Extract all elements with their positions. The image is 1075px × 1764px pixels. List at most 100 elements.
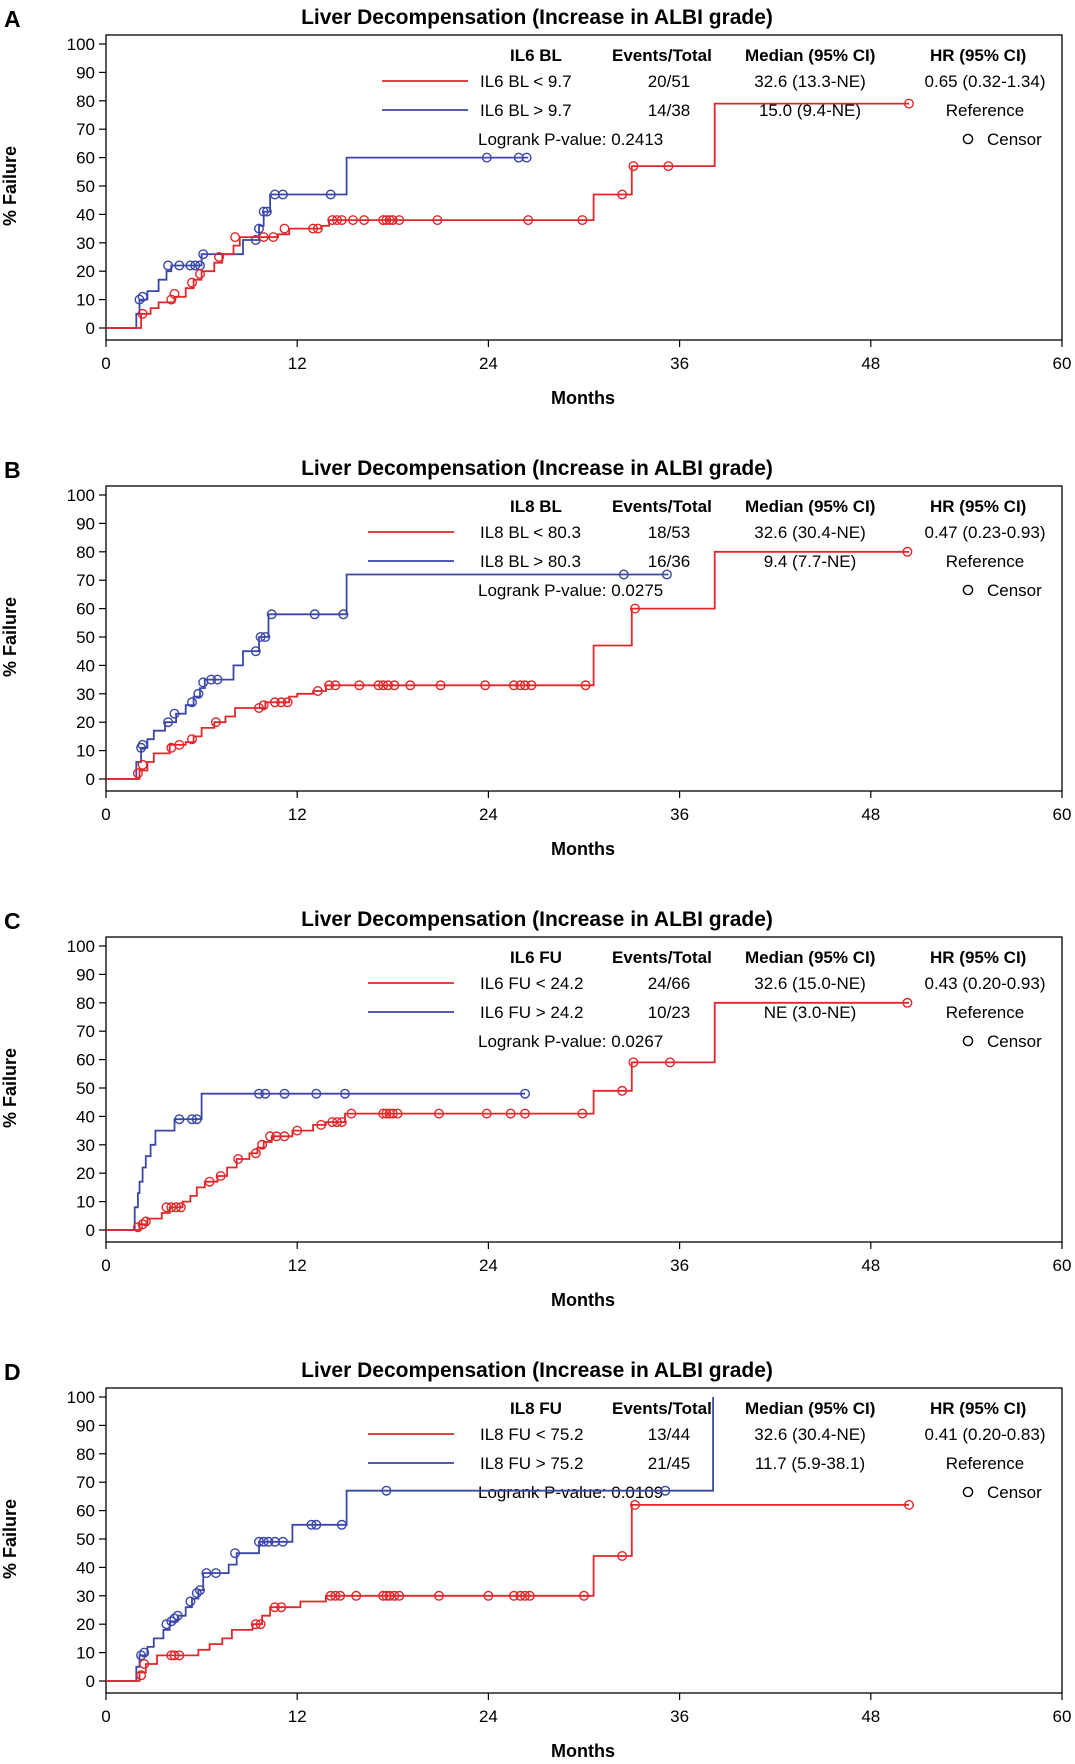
x-tick-label: 36 bbox=[670, 1256, 689, 1275]
censor-marker-legend bbox=[962, 1486, 974, 1498]
y-tick-label: 90 bbox=[76, 63, 95, 82]
panel-a: A Liver Decompensation (Increase in ALBI … bbox=[0, 6, 1071, 408]
x-axis-label: Months bbox=[551, 839, 615, 859]
y-tick-label: 20 bbox=[76, 1615, 95, 1634]
censor-marker bbox=[338, 609, 349, 620]
censor-marker bbox=[268, 232, 279, 243]
censor-marker bbox=[432, 215, 443, 226]
y-axis-label: % Failure bbox=[0, 597, 20, 677]
censor-marker bbox=[661, 569, 672, 580]
y-tick-label: 60 bbox=[76, 149, 95, 168]
censor-marker bbox=[904, 98, 915, 109]
censor-marker bbox=[312, 223, 323, 234]
censor-marker bbox=[161, 1619, 172, 1630]
x-tick-label: 36 bbox=[670, 1707, 689, 1726]
censor-marker-legend bbox=[962, 584, 974, 596]
censor-marker bbox=[255, 632, 266, 643]
y-tick-label: 70 bbox=[76, 120, 95, 139]
censor-marker bbox=[233, 1153, 244, 1164]
legend-group-header: IL6 FU bbox=[510, 948, 562, 967]
panel-letter: A bbox=[4, 6, 21, 32]
censor-marker bbox=[269, 697, 280, 708]
y-tick-label: 30 bbox=[76, 1587, 95, 1606]
legend-events: 21/45 bbox=[648, 1454, 691, 1473]
y-tick-label: 10 bbox=[76, 1193, 95, 1212]
panel-letter: C bbox=[4, 908, 21, 934]
censor-marker bbox=[137, 759, 148, 770]
x-axis-label: Months bbox=[551, 1741, 615, 1761]
censor-marker bbox=[394, 215, 405, 226]
censor-marker bbox=[255, 1619, 266, 1630]
censor-marker bbox=[394, 1590, 405, 1601]
censor-marker bbox=[253, 223, 264, 234]
x-tick-label: 48 bbox=[861, 1707, 880, 1726]
x-tick-label: 60 bbox=[1053, 354, 1072, 373]
censor-marker bbox=[230, 232, 241, 243]
censor-marker bbox=[257, 1139, 268, 1150]
censor-marker bbox=[279, 223, 290, 234]
legend-events-header: Events/Total bbox=[612, 46, 712, 65]
y-axis-label: % Failure bbox=[0, 146, 20, 226]
legend-hr: 0.47 (0.23-0.93) bbox=[925, 523, 1046, 542]
y-axis-label: % Failure bbox=[0, 1048, 20, 1128]
censor-marker bbox=[665, 1057, 676, 1068]
legend-series-name: IL6 FU < 24.2 bbox=[480, 974, 583, 993]
x-tick-label: 0 bbox=[101, 1256, 110, 1275]
y-tick-label: 40 bbox=[76, 1558, 95, 1577]
legend-series-name: IL8 BL > 80.3 bbox=[480, 552, 581, 571]
censor-marker-legend bbox=[962, 1035, 974, 1047]
legend-median-header: Median (95% CI) bbox=[745, 497, 875, 516]
y-tick-label: 80 bbox=[76, 1445, 95, 1464]
x-tick-label: 0 bbox=[101, 805, 110, 824]
censor-marker bbox=[618, 569, 629, 580]
censor-marker bbox=[617, 1085, 628, 1096]
censor-marker-legend bbox=[962, 133, 974, 145]
censor-marker bbox=[628, 1057, 639, 1068]
censor-marker bbox=[383, 680, 394, 691]
y-tick-label: 50 bbox=[76, 1079, 95, 1098]
censor-marker bbox=[521, 152, 532, 163]
legend-series-name: IL8 FU > 75.2 bbox=[480, 1454, 583, 1473]
x-axis-label: Months bbox=[551, 1290, 615, 1310]
censor-marker bbox=[332, 1117, 343, 1128]
censor-marker bbox=[617, 1550, 628, 1561]
censor-marker bbox=[206, 674, 217, 685]
censor-marker bbox=[630, 603, 641, 614]
censor-marker bbox=[263, 1536, 274, 1547]
x-tick-label: 60 bbox=[1053, 805, 1072, 824]
legend-events: 18/53 bbox=[648, 523, 691, 542]
legend-hr-header: HR (95% CI) bbox=[930, 1399, 1026, 1418]
legend-group-header: IL8 BL bbox=[510, 497, 562, 516]
censor-marker bbox=[306, 1519, 317, 1530]
y-tick-label: 60 bbox=[76, 600, 95, 619]
censor-marker bbox=[389, 1590, 400, 1601]
censor-marker bbox=[277, 1536, 288, 1547]
censor-marker bbox=[520, 1590, 531, 1601]
censor-marker bbox=[346, 1108, 357, 1119]
legend-hr: Reference bbox=[946, 101, 1024, 120]
censor-marker bbox=[210, 717, 221, 728]
plot-frame bbox=[105, 1387, 1063, 1694]
y-tick-label: 60 bbox=[76, 1502, 95, 1521]
legend-series-name: IL6 BL > 9.7 bbox=[480, 101, 572, 120]
censor-marker bbox=[250, 646, 261, 657]
censor-marker bbox=[276, 1602, 287, 1613]
censor-marker bbox=[480, 680, 491, 691]
y-tick-label: 0 bbox=[86, 1672, 95, 1691]
censor-marker bbox=[515, 1590, 526, 1601]
y-tick-label: 60 bbox=[76, 1051, 95, 1070]
y-tick-label: 70 bbox=[76, 1022, 95, 1041]
censor-marker bbox=[392, 1108, 403, 1119]
censor-marker bbox=[316, 1119, 327, 1130]
censor-marker bbox=[434, 1590, 445, 1601]
censor-marker bbox=[136, 1650, 147, 1661]
legend-hr: Reference bbox=[946, 1454, 1024, 1473]
legend-hr: 0.43 (0.20-0.93) bbox=[925, 974, 1046, 993]
legend-median: 15.0 (9.4-NE) bbox=[759, 101, 861, 120]
legend-median: NE (3.0-NE) bbox=[764, 1003, 857, 1022]
censor-marker bbox=[508, 1590, 519, 1601]
censor-marker bbox=[277, 189, 288, 200]
censor-marker bbox=[332, 215, 343, 226]
y-tick-label: 70 bbox=[76, 571, 95, 590]
